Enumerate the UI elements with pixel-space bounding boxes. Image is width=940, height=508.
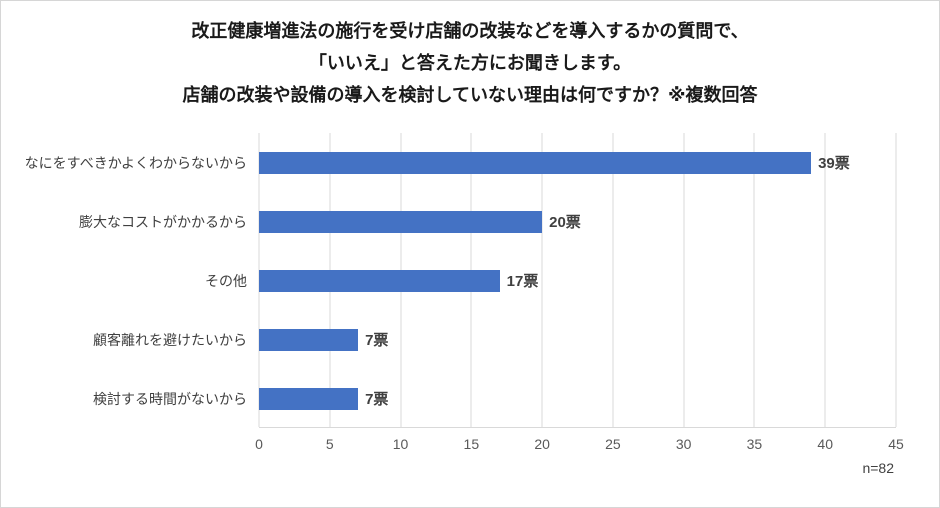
x-tick-label: 35 xyxy=(746,436,763,452)
gridline xyxy=(753,133,755,427)
x-tick-label: 0 xyxy=(255,436,263,452)
gridline xyxy=(541,133,543,427)
value-label: 17票 xyxy=(506,273,539,290)
gridline xyxy=(612,133,614,427)
x-tick-label: 40 xyxy=(817,436,834,452)
rows-layer: なにをすべきかよくわからないから 39票膨大なコストがかかるから 20票その他 17票… xyxy=(1,133,896,428)
x-tick-label: 45 xyxy=(888,436,904,452)
bar-area: 20票 xyxy=(259,192,896,251)
value-label: 7票 xyxy=(365,332,389,349)
x-tick-label: 10 xyxy=(392,436,409,452)
value-label: 39票 xyxy=(818,155,850,172)
bar-area: 7票 xyxy=(259,310,896,369)
bar-row: なにをすべきかよくわからないから 39票 xyxy=(1,133,896,192)
bar-area: 7票 xyxy=(259,369,896,428)
chart-title-line-2: 「いいえ」と答えた方にお聞きします。 xyxy=(308,53,632,73)
sample-size-note: n=82 xyxy=(862,460,894,476)
gridline xyxy=(824,133,826,427)
chart-area: なにをすべきかよくわからないから 39票膨大なコストがかかるから 20票その他 17票… xyxy=(1,133,939,428)
x-tick-label: 5 xyxy=(325,436,334,452)
gridline xyxy=(683,133,685,427)
value-label: 20票 xyxy=(549,214,581,231)
bar xyxy=(259,210,543,233)
bar xyxy=(259,387,359,410)
bar-row: 膨大なコストがかかるから 20票 xyxy=(1,192,896,251)
bar-row: 顧客離れを避けたいから 7票 xyxy=(1,310,896,369)
bar-row: その他 17票 xyxy=(1,251,896,310)
x-axis: 0 5 10 15 20 25 30 35 40 45 xyxy=(255,428,904,458)
bar xyxy=(259,151,812,174)
category-label: 顧客離れを避けたいから xyxy=(93,331,247,348)
category-label: 検討する時間がないから xyxy=(93,390,247,407)
chart-title: 改正健康増進法の施行を受け店舗の改装などを導入するかの質問で、 「いいえ」と答え… xyxy=(1,1,939,111)
bar-row: 検討する時間がないから 7票 xyxy=(1,369,896,428)
x-tick-label: 15 xyxy=(463,436,480,452)
category-label: なにをすべきかよくわからないから xyxy=(24,154,247,171)
bar-area: 39票 xyxy=(259,133,896,192)
bar xyxy=(259,328,359,351)
value-label: 7票 xyxy=(365,391,389,408)
gridline xyxy=(895,133,897,427)
category-label: 膨大なコストがかかるから xyxy=(79,213,247,230)
bar xyxy=(259,269,500,292)
chart-title-line-1: 改正健康増進法の施行を受け店舗の改装などを導入するかの質問で、 xyxy=(191,21,749,41)
x-tick-label: 20 xyxy=(534,436,550,452)
x-tick-label: 25 xyxy=(605,436,621,452)
x-tick-label: 30 xyxy=(675,436,692,452)
bar-area: 17票 xyxy=(259,251,896,310)
chart-title-line-3: 店舗の改装や設備の導入を検討していない理由は何ですか？※複数回答 xyxy=(182,85,758,105)
category-label: その他 xyxy=(205,272,247,289)
